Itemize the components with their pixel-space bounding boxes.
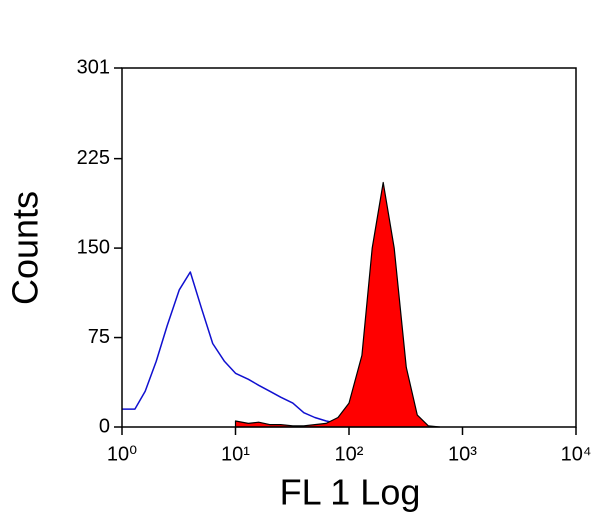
x-tick-label: 10² [335, 443, 364, 465]
x-tick-label: 10³ [448, 443, 477, 465]
y-tick-label: 75 [88, 326, 110, 348]
y-tick-label: 301 [77, 56, 110, 78]
y-tick-label: 0 [99, 415, 110, 437]
outline-histogram [122, 271, 350, 426]
filled-histogram [234, 181, 441, 428]
x-tick-label: 10¹ [221, 443, 250, 465]
x-axis-label: FL 1 Log [280, 472, 421, 513]
plot-frame [121, 67, 577, 428]
y-tick-label: 150 [77, 236, 110, 258]
y-axis-label: Counts [5, 191, 46, 305]
x-tick-label: 10⁴ [561, 443, 592, 465]
y-tick-label: 225 [77, 147, 110, 169]
x-tick-label: 10⁰ [107, 443, 137, 465]
